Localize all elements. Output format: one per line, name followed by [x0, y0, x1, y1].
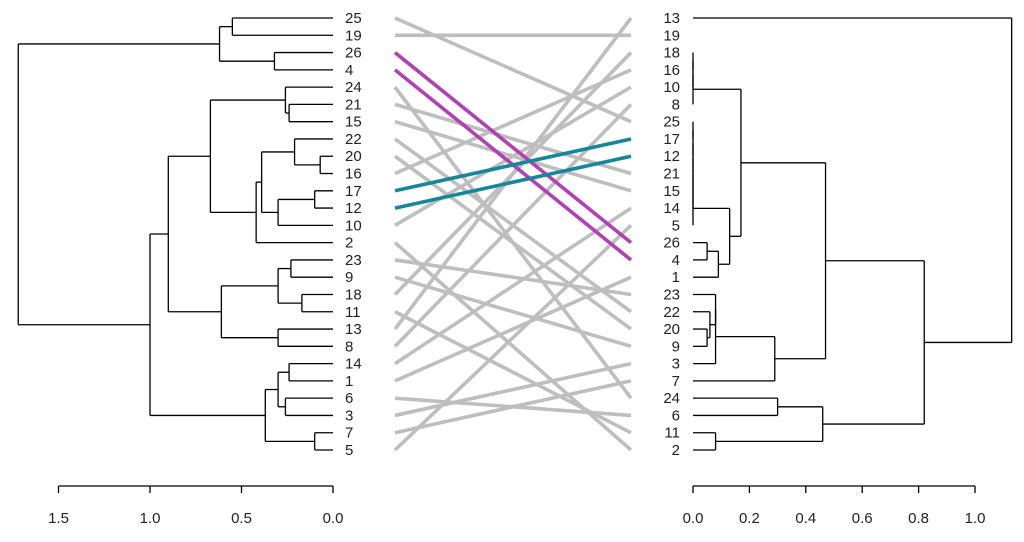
left-leaf-label-12: 12	[345, 200, 362, 217]
left-leaf-label-21: 21	[345, 96, 362, 113]
right-leaf-label-16: 16	[663, 62, 680, 79]
connector-23	[394, 258, 632, 297]
left-leaf-label-3: 3	[345, 407, 353, 424]
right-axis-tick-label: 0.0	[683, 510, 704, 527]
left-leaf-label-11: 11	[345, 304, 361, 321]
left-leaf-label-8: 8	[345, 338, 353, 355]
left-axis-tick-label: 0.5	[231, 510, 252, 527]
right-leaf-labels: 1319181610825171221151452641232220937246…	[663, 10, 680, 459]
left-leaf-label-7: 7	[345, 425, 353, 442]
right-axis-tick-label: 1.0	[965, 510, 986, 527]
connector-12	[394, 154, 632, 210]
left-leaf-label-5: 5	[345, 442, 353, 459]
right-dendrogram	[692, 17, 1013, 451]
left-leaf-label-18: 18	[345, 286, 362, 303]
left-dendrogram	[17, 17, 333, 451]
connector-14	[394, 206, 632, 366]
right-leaf-label-11: 11	[664, 425, 680, 442]
left-axis-tick-label: 1.0	[140, 510, 161, 527]
right-leaf-label-14: 14	[663, 200, 680, 217]
connector-7	[394, 379, 632, 435]
left-leaf-label-23: 23	[345, 252, 362, 269]
right-leaf-label-4: 4	[672, 252, 680, 269]
right-leaf-label-19: 19	[663, 27, 680, 44]
left-leaf-label-2: 2	[345, 235, 353, 252]
left-leaf-label-6: 6	[345, 390, 353, 407]
connector-3	[394, 361, 632, 418]
left-leaf-label-10: 10	[345, 217, 362, 234]
connector-8	[393, 103, 633, 348]
right-axis-tick-label: 0.8	[908, 510, 929, 527]
right-leaf-label-8: 8	[672, 96, 680, 113]
connector-20	[393, 154, 633, 331]
left-leaf-label-16: 16	[345, 166, 362, 183]
left-axis-tick-label: 0.0	[323, 510, 344, 527]
left-leaf-label-15: 15	[345, 114, 362, 131]
right-leaf-label-22: 22	[663, 304, 680, 321]
right-leaf-label-21: 21	[663, 166, 680, 183]
left-leaf-label-13: 13	[345, 321, 362, 338]
left-leaf-label-19: 19	[345, 27, 362, 44]
left-leaf-label-20: 20	[345, 148, 362, 165]
connector-lines	[393, 16, 633, 452]
right-leaf-label-6: 6	[672, 407, 680, 424]
right-leaf-label-3: 3	[672, 356, 680, 373]
right-leaf-label-26: 26	[663, 235, 680, 252]
left-leaf-label-1: 1	[345, 373, 353, 390]
left-leaf-label-14: 14	[345, 356, 362, 373]
right-leaf-label-23: 23	[663, 286, 680, 303]
right-leaf-label-5: 5	[672, 217, 680, 234]
left-axis-tick-label: 1.5	[48, 510, 69, 527]
connector-21	[394, 102, 632, 176]
connector-10	[394, 85, 632, 227]
right-leaf-label-9: 9	[672, 338, 680, 355]
right-leaf-label-2: 2	[672, 442, 680, 459]
connector-5	[393, 224, 633, 452]
left-leaf-label-17: 17	[345, 183, 362, 200]
right-leaf-label-7: 7	[672, 373, 680, 390]
right-axis-tick-label: 0.2	[739, 510, 760, 527]
right-leaf-label-12: 12	[663, 148, 680, 165]
connector-1	[394, 275, 632, 383]
right-axis-tick-label: 0.4	[795, 510, 816, 527]
left-leaf-label-4: 4	[345, 62, 353, 79]
connector-17	[394, 137, 632, 193]
left-leaf-labels: 2519264242115222016171210223918111381416…	[345, 10, 362, 459]
right-leaf-label-10: 10	[663, 79, 680, 96]
connector-16	[394, 68, 632, 176]
left-leaf-label-9: 9	[345, 269, 353, 286]
right-leaf-label-20: 20	[663, 321, 680, 338]
right-axis-tick-label: 0.6	[852, 510, 873, 527]
right-leaf-label-15: 15	[663, 183, 680, 200]
right-leaf-label-17: 17	[663, 131, 680, 148]
right-leaf-label-18: 18	[663, 45, 680, 62]
connector-26	[393, 51, 633, 245]
connector-13	[393, 16, 633, 331]
left-leaf-label-26: 26	[345, 45, 362, 62]
left-leaf-label-25: 25	[345, 10, 362, 27]
right-leaf-label-24: 24	[663, 390, 680, 407]
left-height-axis: 1.5 1.0 0.5 0.0	[48, 485, 344, 527]
left-leaf-label-24: 24	[345, 79, 362, 96]
connector-2	[393, 241, 633, 452]
right-leaf-label-25: 25	[663, 114, 680, 131]
left-leaf-label-22: 22	[345, 131, 362, 148]
connector-9	[394, 275, 632, 349]
right-height-axis: 0.0 0.2 0.4 0.6 0.8 1.0	[683, 485, 986, 527]
right-leaf-label-1: 1	[672, 269, 680, 286]
right-leaf-label-13: 13	[663, 10, 680, 27]
